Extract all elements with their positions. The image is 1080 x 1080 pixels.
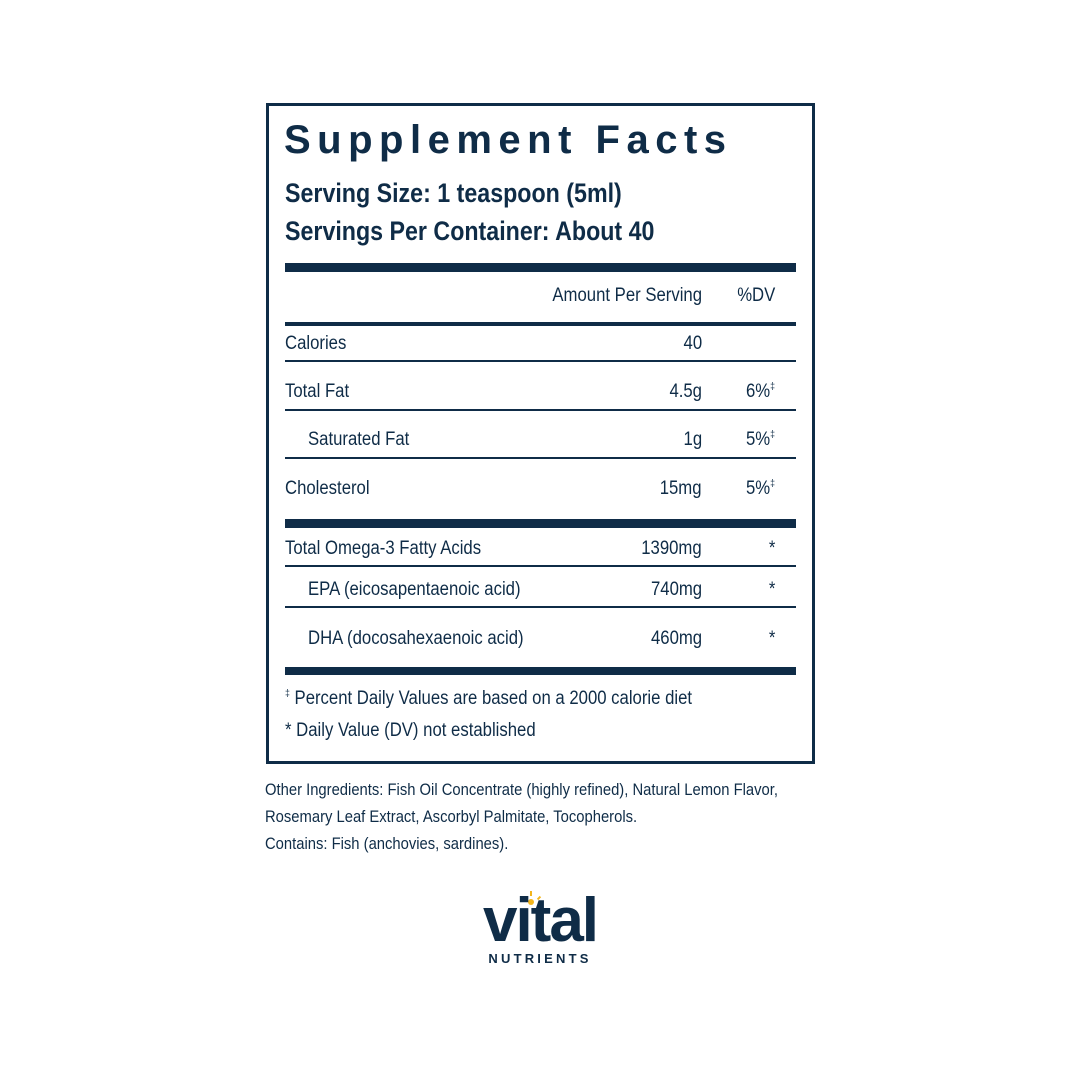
row-amount: 4.5g <box>669 381 702 402</box>
footnote: ‡ Percent Daily Values are based on a 20… <box>285 688 692 710</box>
dv-value: 5% <box>745 478 771 499</box>
row-name: EPA (eicosapentaenoic acid) <box>308 579 521 600</box>
row-dv: * <box>768 628 775 650</box>
footnote: * Daily Value (DV) not established <box>285 720 536 742</box>
row-amount: 460mg <box>650 628 702 649</box>
dv-value: 6% <box>745 381 771 402</box>
other-ingredients: Other Ingredients: Fish Oil Concentrate … <box>265 780 778 826</box>
row-rule <box>285 360 796 362</box>
row-name: Calories <box>285 333 347 354</box>
row-name: Cholesterol <box>285 478 370 499</box>
footnote-symbol: * <box>285 720 292 741</box>
serving-size: Serving Size: 1 teaspoon (5ml) <box>285 178 622 208</box>
row-dv: * <box>768 579 775 601</box>
row-amount: 40 <box>683 333 702 354</box>
dv-symbol: * <box>768 538 775 559</box>
row-dv: 5%‡ <box>746 429 775 451</box>
thick-rule <box>285 519 796 528</box>
servings-per-container: Servings Per Container: About 40 <box>285 216 655 246</box>
row-name: Total Omega-3 Fatty Acids <box>285 538 482 559</box>
dv-header: %DV <box>736 285 775 306</box>
row-amount: 1390mg <box>641 538 702 559</box>
logo-name: vital <box>482 886 599 955</box>
facts-panel <box>266 103 815 764</box>
row-amount: 1g <box>683 429 702 450</box>
footnote-text: Percent Daily Values are based on a 2000… <box>294 688 693 709</box>
amount-header: Amount Per Serving <box>552 285 702 306</box>
thick-rule <box>285 667 796 675</box>
dv-symbol: ‡ <box>770 381 775 393</box>
row-amount: 740mg <box>650 579 702 600</box>
row-rule <box>285 457 796 459</box>
dv-symbol: * <box>768 579 775 600</box>
thick-rule <box>285 263 796 272</box>
dv-symbol: ‡ <box>770 429 775 441</box>
row-rule <box>285 565 796 567</box>
dv-symbol: ‡ <box>770 478 775 490</box>
footnote-symbol: ‡ <box>285 688 290 700</box>
footnote-text: Daily Value (DV) not established <box>296 720 536 741</box>
dv-symbol: * <box>768 628 775 649</box>
row-dv: * <box>768 538 775 560</box>
logo-sun <box>520 891 542 905</box>
row-dv: 6%‡ <box>746 381 775 403</box>
rule <box>285 322 796 326</box>
row-rule <box>285 409 796 411</box>
row-dv: 5%‡ <box>746 478 775 500</box>
row-name: DHA (docosahexaenoic acid) <box>308 628 524 649</box>
logo-subtitle: NUTRIENTS <box>488 951 592 966</box>
contains: Contains: Fish (anchovies, sardines). <box>265 834 509 853</box>
row-amount: 15mg <box>660 478 702 499</box>
row-rule <box>285 606 796 608</box>
dv-value: 5% <box>745 429 771 450</box>
ingredients: Other Ingredients: Fish Oil Concentrate … <box>265 776 831 857</box>
row-name: Total Fat <box>285 381 350 402</box>
row-name: Saturated Fat <box>308 429 410 450</box>
panel-title: Supplement Facts <box>284 118 733 162</box>
